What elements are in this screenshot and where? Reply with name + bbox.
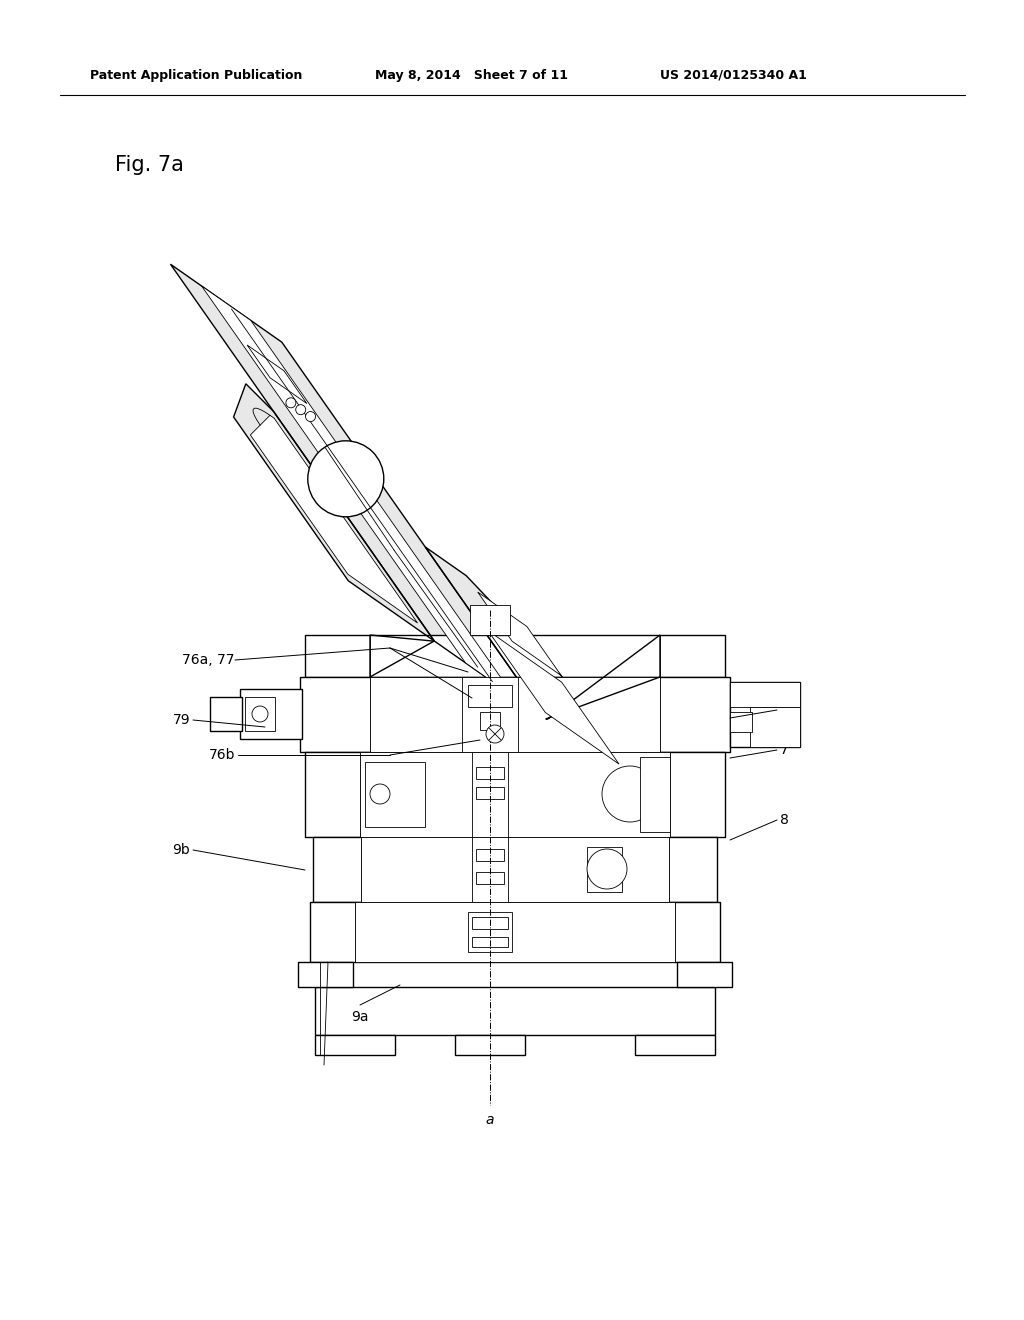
Polygon shape: [202, 286, 515, 697]
Polygon shape: [470, 605, 510, 635]
Text: US 2014/0125340 A1: US 2014/0125340 A1: [660, 69, 807, 82]
Polygon shape: [315, 987, 715, 1035]
Polygon shape: [487, 631, 620, 764]
Polygon shape: [730, 682, 800, 708]
Polygon shape: [365, 762, 425, 828]
Polygon shape: [472, 937, 508, 946]
Text: 76a, 77: 76a, 77: [182, 653, 234, 667]
Polygon shape: [370, 677, 660, 752]
Polygon shape: [587, 847, 622, 892]
Polygon shape: [750, 708, 800, 747]
Text: 79: 79: [172, 713, 190, 727]
Text: May 8, 2014   Sheet 7 of 11: May 8, 2014 Sheet 7 of 11: [375, 69, 568, 82]
Polygon shape: [472, 917, 508, 929]
Polygon shape: [245, 697, 275, 731]
Polygon shape: [468, 912, 512, 952]
Polygon shape: [669, 837, 717, 902]
Polygon shape: [170, 264, 546, 719]
Circle shape: [305, 412, 315, 421]
Polygon shape: [660, 677, 730, 752]
Polygon shape: [730, 682, 800, 747]
Polygon shape: [472, 752, 508, 837]
Polygon shape: [677, 962, 732, 987]
Polygon shape: [660, 635, 725, 677]
Polygon shape: [472, 837, 508, 902]
Circle shape: [486, 725, 504, 743]
Polygon shape: [675, 902, 720, 962]
Polygon shape: [310, 902, 355, 962]
Polygon shape: [313, 837, 717, 902]
Polygon shape: [480, 711, 500, 730]
Text: a: a: [485, 1113, 495, 1127]
Polygon shape: [730, 711, 752, 733]
Polygon shape: [640, 756, 670, 832]
Polygon shape: [476, 767, 504, 779]
Polygon shape: [360, 752, 670, 837]
Circle shape: [252, 706, 268, 722]
Circle shape: [370, 784, 390, 804]
Polygon shape: [310, 902, 720, 962]
Text: 9a: 9a: [351, 1010, 369, 1024]
Polygon shape: [305, 752, 725, 837]
Polygon shape: [300, 677, 370, 752]
Polygon shape: [233, 384, 434, 642]
Polygon shape: [635, 1035, 715, 1055]
Polygon shape: [305, 635, 725, 677]
Circle shape: [286, 397, 296, 408]
Polygon shape: [240, 689, 302, 739]
Polygon shape: [370, 635, 434, 677]
Text: 8: 8: [780, 813, 788, 828]
Text: Patent Application Publication: Patent Application Publication: [90, 69, 302, 82]
Circle shape: [602, 766, 658, 822]
Polygon shape: [355, 902, 675, 962]
Polygon shape: [247, 345, 307, 404]
Circle shape: [296, 405, 306, 414]
Polygon shape: [305, 752, 360, 837]
Text: 7: 7: [780, 743, 788, 756]
Circle shape: [587, 849, 627, 888]
Polygon shape: [250, 416, 418, 623]
Polygon shape: [313, 837, 361, 902]
Polygon shape: [315, 1035, 395, 1055]
Polygon shape: [546, 635, 660, 719]
Polygon shape: [670, 752, 725, 837]
Polygon shape: [476, 849, 504, 861]
Polygon shape: [361, 837, 669, 902]
Polygon shape: [298, 962, 353, 987]
Text: 75: 75: [780, 704, 798, 717]
Polygon shape: [468, 685, 512, 708]
Polygon shape: [315, 987, 715, 1035]
Polygon shape: [425, 546, 636, 781]
Polygon shape: [476, 787, 504, 799]
Polygon shape: [455, 1035, 525, 1055]
Polygon shape: [210, 697, 242, 731]
Polygon shape: [305, 635, 370, 677]
Text: Fig. 7a: Fig. 7a: [115, 154, 184, 176]
Polygon shape: [462, 677, 518, 752]
Text: 9b: 9b: [172, 843, 190, 857]
Polygon shape: [477, 593, 561, 676]
Text: 76b: 76b: [209, 748, 234, 762]
Polygon shape: [476, 873, 504, 884]
Circle shape: [308, 441, 384, 517]
Polygon shape: [300, 677, 730, 752]
